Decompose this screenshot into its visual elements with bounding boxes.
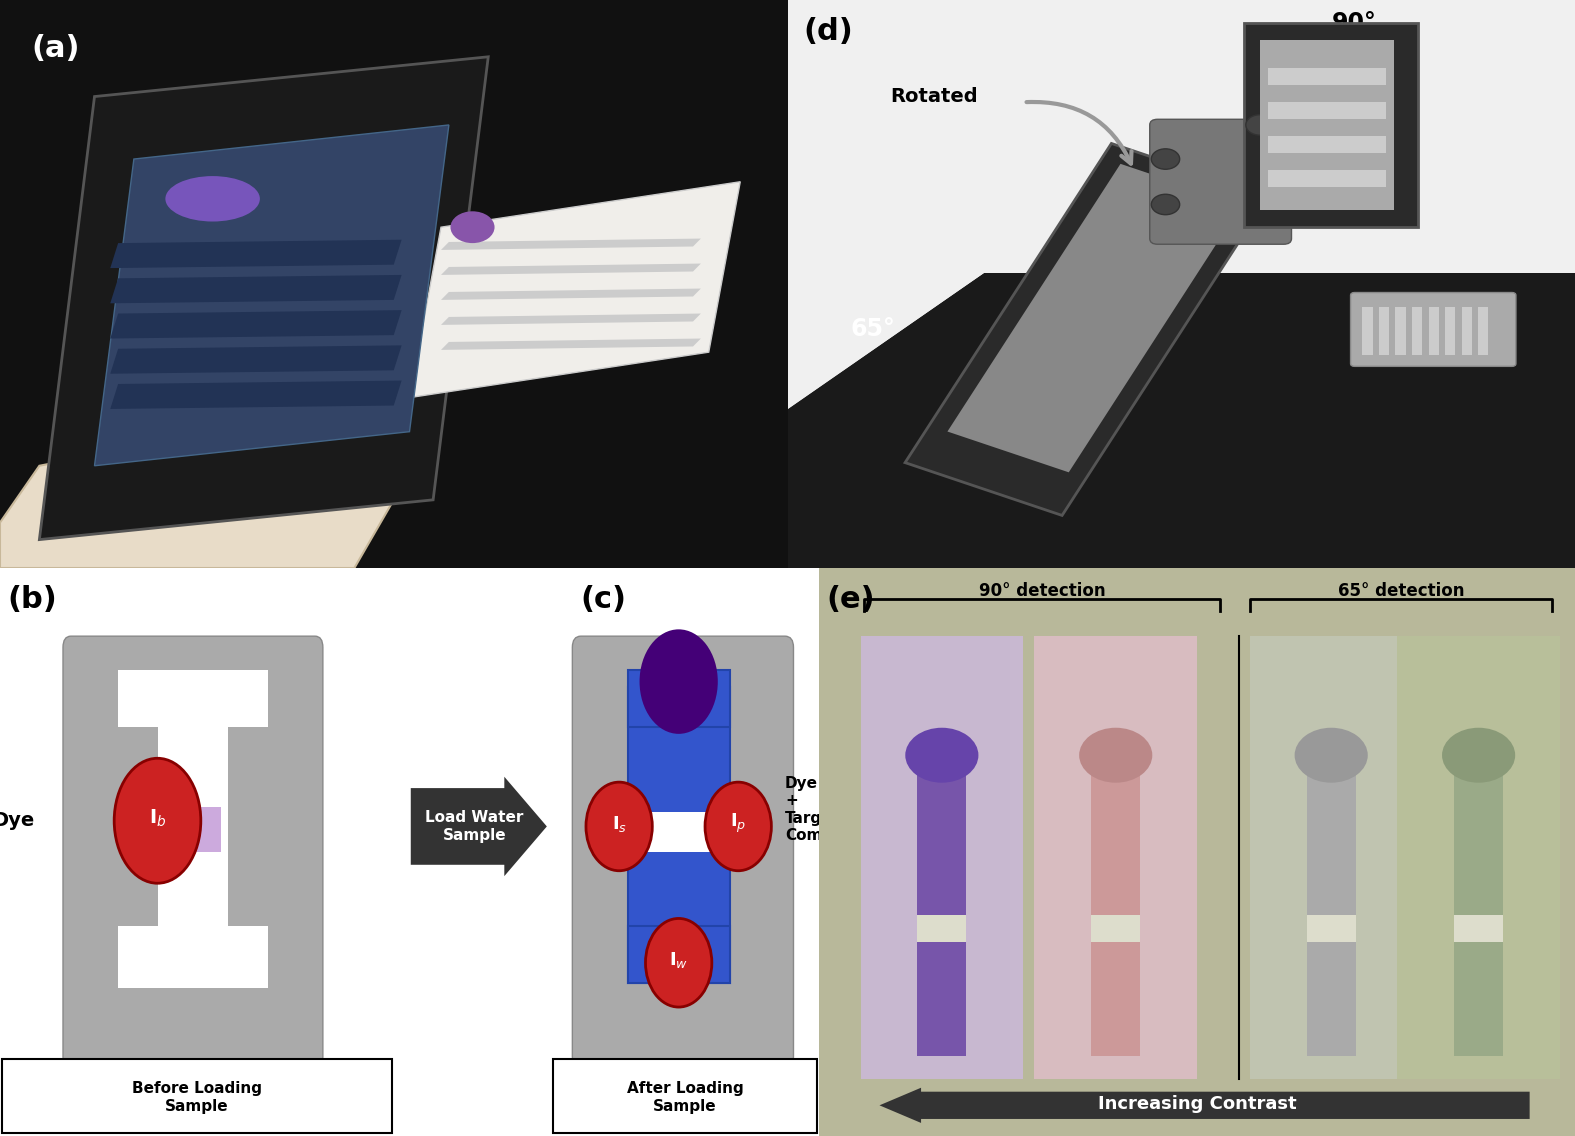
FancyBboxPatch shape (553, 1059, 817, 1134)
Bar (1446, 307, 1455, 354)
Polygon shape (110, 345, 402, 374)
Bar (641, 812, 717, 852)
Polygon shape (110, 310, 402, 339)
Text: (b): (b) (8, 585, 58, 615)
FancyBboxPatch shape (2, 1059, 392, 1134)
Text: 65°: 65° (850, 317, 895, 342)
Bar (627, 670, 729, 727)
Polygon shape (441, 339, 701, 350)
Bar (1454, 914, 1503, 942)
Bar (1307, 755, 1356, 1056)
Bar (1268, 170, 1386, 187)
Text: (a): (a) (32, 34, 80, 64)
Text: Dye: Dye (0, 811, 35, 830)
Polygon shape (110, 381, 402, 409)
Bar (1362, 307, 1372, 354)
FancyArrow shape (411, 777, 547, 876)
Text: 65° detection: 65° detection (1337, 582, 1465, 600)
Circle shape (1151, 194, 1180, 215)
Circle shape (1443, 728, 1515, 783)
Bar (627, 687, 729, 983)
Bar (1251, 636, 1413, 1079)
Text: I$_p$: I$_p$ (731, 812, 747, 835)
Bar (1397, 636, 1559, 1079)
Text: 90°: 90° (1332, 11, 1377, 35)
Polygon shape (441, 314, 701, 325)
Text: After Loading
Sample: After Loading Sample (627, 1081, 743, 1113)
Bar (1454, 755, 1503, 1056)
Circle shape (1079, 728, 1153, 783)
Text: (e): (e) (827, 585, 876, 615)
Bar (1091, 755, 1140, 1056)
FancyBboxPatch shape (1351, 292, 1515, 366)
Bar (118, 670, 268, 727)
Text: Dye
+
Target
Complex: Dye + Target Complex (784, 776, 858, 843)
Polygon shape (0, 432, 394, 568)
Bar (1268, 136, 1386, 153)
Circle shape (639, 629, 718, 734)
Bar (158, 727, 228, 926)
Text: (d): (d) (803, 17, 854, 47)
Polygon shape (788, 273, 1575, 568)
Bar (1395, 307, 1405, 354)
Bar (1268, 102, 1386, 119)
Bar (1260, 40, 1394, 210)
Text: I$_s$: I$_s$ (611, 813, 627, 834)
Circle shape (906, 728, 978, 783)
Bar (1429, 307, 1440, 354)
Polygon shape (788, 0, 1575, 409)
Bar (1091, 914, 1140, 942)
Polygon shape (948, 164, 1241, 473)
Bar (918, 755, 965, 1056)
Text: Rotated: Rotated (890, 87, 978, 107)
Circle shape (1151, 149, 1180, 169)
Text: I$_b$: I$_b$ (148, 808, 167, 828)
Polygon shape (110, 275, 402, 303)
Bar (1035, 636, 1197, 1079)
Bar (1477, 307, 1488, 354)
Circle shape (1295, 728, 1367, 783)
Bar (118, 926, 268, 988)
Bar (918, 914, 965, 942)
Text: (c): (c) (581, 585, 627, 615)
Circle shape (1246, 115, 1274, 135)
FancyBboxPatch shape (1150, 119, 1292, 244)
Text: I$_w$: I$_w$ (669, 950, 688, 970)
Bar (1307, 914, 1356, 942)
Text: Before Loading
Sample: Before Loading Sample (132, 1081, 261, 1113)
Bar (1411, 307, 1422, 354)
Bar (1268, 68, 1386, 85)
Polygon shape (110, 240, 402, 268)
FancyArrow shape (879, 1088, 1529, 1122)
Bar (627, 926, 729, 983)
Bar (1462, 307, 1471, 354)
Polygon shape (441, 264, 701, 275)
Circle shape (646, 918, 712, 1006)
Polygon shape (441, 239, 701, 250)
Text: Load Water
Sample: Load Water Sample (425, 810, 524, 843)
Polygon shape (94, 125, 449, 466)
Circle shape (706, 782, 772, 870)
Bar (860, 636, 1024, 1079)
Ellipse shape (165, 176, 260, 222)
Text: Increasing Contrast: Increasing Contrast (1098, 1095, 1296, 1113)
Circle shape (586, 782, 652, 870)
Polygon shape (410, 182, 740, 398)
Bar (165, 807, 221, 852)
Polygon shape (906, 143, 1268, 516)
FancyBboxPatch shape (572, 636, 794, 1068)
Bar (1380, 307, 1389, 354)
Circle shape (450, 211, 495, 243)
FancyBboxPatch shape (63, 636, 323, 1068)
Circle shape (113, 759, 202, 884)
Polygon shape (1244, 23, 1418, 227)
Polygon shape (39, 57, 488, 540)
Text: 90° detection: 90° detection (978, 582, 1106, 600)
Polygon shape (441, 289, 701, 300)
